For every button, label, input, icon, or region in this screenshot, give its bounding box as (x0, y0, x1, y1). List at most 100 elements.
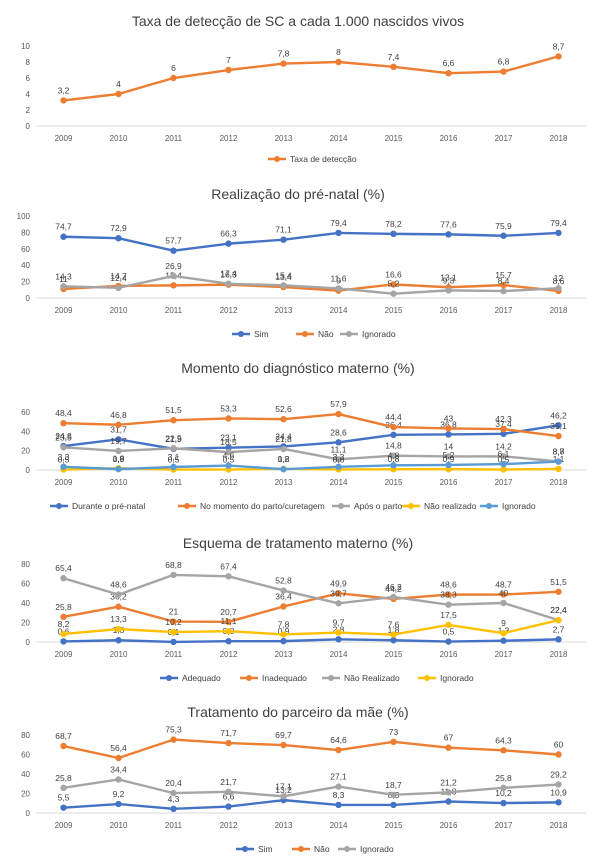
data-label: 16,3 (220, 270, 237, 280)
data-label: 53,3 (220, 403, 237, 413)
data-point (170, 805, 177, 813)
data-label: 38,3 (440, 590, 457, 600)
data-label: 77,6 (440, 219, 457, 229)
x-tick-label: 2018 (550, 478, 568, 487)
data-point (445, 789, 452, 796)
y-tick-label: 80 (21, 560, 30, 569)
chart-5: Tratamento do parceiro da mãe (%) 0 20 40 60… (21, 704, 586, 854)
data-point (280, 236, 287, 243)
legend-swatch-marker (242, 846, 248, 852)
data-label: 10,2 (165, 617, 182, 627)
data-label: 9,2 (113, 789, 125, 799)
data-point (555, 751, 562, 758)
data-label: 6,1 (498, 449, 510, 459)
data-point (335, 410, 342, 418)
data-point (500, 281, 507, 289)
legend-label: Taxa de detecção (290, 154, 357, 164)
data-point (500, 799, 507, 807)
series-ignorado: 25,8 34,4 20,4 21,7 17,1 27,1 18,7 21,2 25,8 29,2 (55, 764, 567, 800)
legend-item: Sim (236, 844, 273, 854)
y-tick-label: 40 (21, 261, 30, 270)
data-label: 23,1 (220, 433, 237, 443)
data-label: 1,8 (388, 625, 400, 635)
data-label: 57,9 (330, 399, 347, 409)
series-line (62, 460, 560, 471)
data-label: 3,2 (58, 85, 70, 95)
data-label: 68,8 (165, 560, 182, 570)
data-point (115, 637, 122, 644)
data-point (280, 415, 287, 423)
data-label: 44,4 (385, 412, 402, 422)
legend-item: Taxa de detecção (268, 154, 357, 164)
y-tick-label: 60 (21, 580, 30, 589)
y-tick-label: 40 (21, 599, 30, 608)
data-point (445, 591, 452, 598)
data-label: 7,6 (388, 620, 400, 630)
data-point (60, 97, 67, 104)
data-point (390, 637, 397, 644)
legend-swatch-marker (246, 675, 252, 681)
data-point (445, 425, 452, 432)
series-ignorado: 14,3 12,4 26,9 17,4 15,4 11,6 5,2 9,3 8,4 12 (55, 261, 563, 297)
data-point (555, 53, 562, 60)
data-point (60, 575, 67, 582)
data-label: 3,1 (168, 452, 180, 462)
y-tick-label: 0 (26, 466, 31, 475)
y-tick-label: 60 (21, 408, 30, 417)
data-point (115, 591, 122, 598)
data-label: 48,7 (495, 580, 512, 590)
series-no-momento-do-parto-curetagem: 48,4 46,8 51,5 53,3 52,6 57,9 44,4 43 42,3 35,1 (55, 399, 567, 440)
series-line (62, 231, 560, 252)
data-label: 34,4 (110, 764, 127, 774)
data-label: 8,7 (553, 41, 565, 51)
data-label: 5,2 (443, 450, 455, 460)
series-line (62, 55, 560, 102)
data-label: 9 (336, 276, 341, 286)
data-label: 14,2 (495, 441, 512, 451)
x-tick-label: 2009 (55, 478, 73, 487)
data-point (500, 232, 507, 239)
data-point (225, 448, 232, 456)
data-label: 11,6 (331, 273, 347, 283)
data-point (335, 783, 342, 790)
x-tick-label: 2015 (385, 306, 403, 315)
data-label: 26,9 (165, 261, 182, 271)
data-label: 0,6 (333, 454, 345, 464)
data-point (225, 280, 232, 287)
data-label: 0,8 (278, 454, 290, 464)
data-label: 0,5 (223, 455, 235, 465)
data-point (445, 638, 452, 645)
data-label: 69,7 (275, 730, 292, 740)
series-line (62, 798, 560, 811)
data-point (500, 453, 507, 460)
data-point (390, 63, 397, 70)
data-point (390, 452, 397, 459)
data-point (445, 461, 452, 469)
y-tick-label: 8 (26, 58, 31, 67)
legend-label: No momento do parto/curetagem (200, 501, 325, 511)
data-label: 75,9 (495, 221, 512, 231)
data-label: 2,8 (333, 624, 345, 634)
data-label: 7 (226, 55, 231, 65)
legend-swatch-marker (346, 331, 352, 337)
data-point (445, 453, 452, 460)
series-line (62, 446, 560, 463)
data-label: 27,1 (330, 772, 347, 782)
x-tick-label: 2009 (55, 134, 73, 143)
data-point (390, 281, 397, 288)
data-label: 29,2 (550, 770, 567, 780)
data-point (115, 603, 122, 610)
series-inadequado: 25,836,22120,736,449,944,248,648,751,5 (55, 577, 567, 626)
data-point (170, 571, 177, 579)
x-tick-label: 2018 (550, 134, 568, 143)
data-label: 4,3 (168, 794, 180, 804)
data-point (60, 613, 67, 621)
legend-swatch-marker (344, 846, 350, 852)
data-label: 3,3 (333, 452, 345, 462)
chart-title: Esquema de tratamento materno (%) (183, 535, 413, 551)
legend-swatch-marker (298, 846, 304, 852)
data-label: 2,7 (553, 624, 565, 634)
data-point (555, 799, 562, 806)
data-label: 71,7 (220, 728, 237, 738)
